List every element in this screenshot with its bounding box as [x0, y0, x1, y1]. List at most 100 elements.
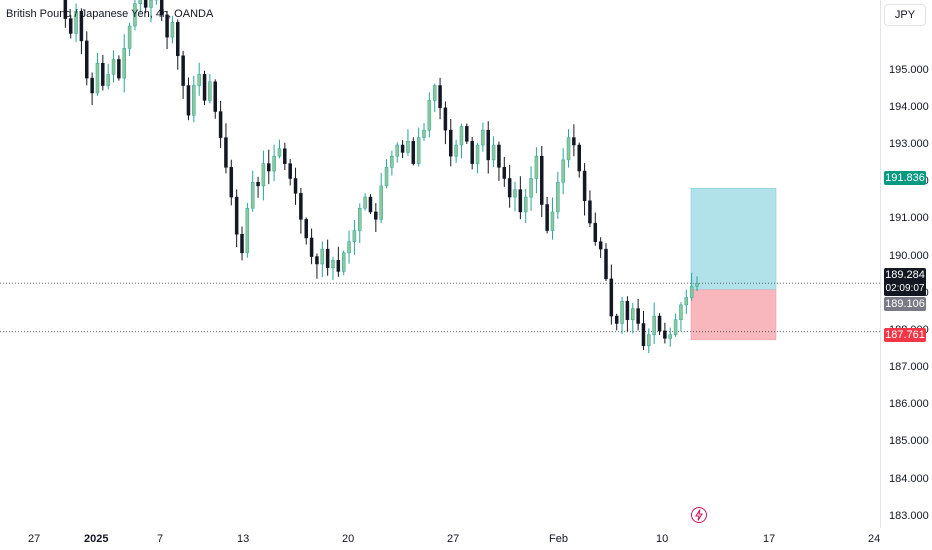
alert-lightning-icon[interactable] [690, 506, 708, 524]
candle-body-50 [325, 248, 330, 268]
candle-body-25 [192, 85, 196, 116]
candle-body-35 [245, 207, 250, 254]
candle-body-88 [529, 178, 533, 198]
candle-body-49 [320, 248, 325, 265]
candle-body-21 [170, 22, 175, 38]
candle-body-2 [68, 18, 73, 34]
candle-body-117 [684, 297, 689, 306]
candle-body-31 [224, 137, 228, 168]
candle-body-33 [234, 196, 239, 235]
candle-body-62 [390, 155, 394, 168]
candle-body-48 [315, 256, 319, 265]
candle-body-118 [689, 286, 694, 298]
candle-body-86 [518, 189, 523, 213]
candle-body-71 [438, 85, 442, 109]
symbol-legend[interactable]: British Pound / Japanese Yen, 4h, OANDA [6, 8, 214, 20]
time-tick-label: 27 [28, 533, 41, 545]
price-tick-label: 194.000 [889, 100, 929, 113]
candle-body-6 [90, 77, 94, 94]
candle-body-93 [556, 181, 560, 213]
target-price-tag: 191.836 [884, 171, 926, 185]
candle-body-100 [593, 222, 598, 242]
candle-body-87 [523, 196, 528, 213]
candle-body-3 [74, 10, 78, 34]
candle-body-67 [416, 137, 421, 164]
price-tick-label: 184.000 [889, 472, 929, 485]
chart-canvas[interactable] [0, 0, 880, 528]
candle-body-92 [550, 211, 555, 231]
candle-body-96 [572, 137, 576, 146]
candle-body-17 [149, 0, 153, 8]
candle-body-52 [336, 260, 341, 272]
candle-body-76 [465, 126, 469, 142]
last-price-tag: 189.284 02:09:07 [884, 268, 926, 296]
candle-body-28 [208, 81, 212, 101]
candle-body-41 [277, 148, 282, 157]
candle-body-12 [122, 48, 126, 79]
candle-body-99 [588, 200, 592, 224]
price-tick-label: 195.000 [889, 63, 929, 76]
candle-body-39 [267, 163, 271, 172]
time-tick-label: 10 [656, 533, 669, 545]
price-tick-label: 190.000 [889, 249, 929, 262]
candle-body-105 [620, 300, 624, 324]
candle-body-11 [117, 59, 121, 79]
target-zone [690, 188, 777, 291]
candle-body-116 [679, 304, 683, 321]
price-axis[interactable] [880, 0, 932, 528]
currency-button[interactable]: JPY [884, 4, 926, 26]
candle-body-43 [288, 163, 292, 179]
time-tick-label: 27 [447, 533, 460, 545]
time-tick-label: 2025 [84, 533, 109, 545]
candle-body-57 [363, 196, 367, 209]
candle-body-72 [443, 107, 448, 131]
candle-body-56 [358, 207, 362, 231]
candle-body-80 [486, 129, 490, 161]
candle-body-103 [609, 278, 614, 317]
price-tick-label: 186.000 [889, 398, 929, 411]
candle-body-36 [250, 181, 255, 209]
candle-body-14 [133, 3, 137, 27]
candle-body-46 [304, 219, 308, 239]
candle-body-20 [165, 14, 169, 38]
candle-body-98 [582, 170, 587, 202]
candle-body-37 [256, 181, 260, 187]
time-tick-label: 24 [868, 533, 881, 545]
candle-body-1 [63, 0, 68, 19]
candle-body-29 [213, 81, 217, 112]
candle-body-70 [432, 85, 437, 101]
time-tick-label: 20 [342, 533, 355, 545]
time-tick-label: 13 [237, 533, 250, 545]
candle-body-79 [481, 129, 485, 146]
candle-body-61 [384, 167, 389, 187]
candle-body-94 [561, 159, 565, 183]
candlestick-chart[interactable] [0, 0, 880, 528]
candle-body-65 [406, 141, 410, 153]
candle-body-7 [95, 62, 100, 94]
time-axis[interactable] [0, 528, 880, 550]
candle-body-4 [79, 10, 84, 42]
candle-body-107 [631, 308, 635, 321]
candle-body-63 [395, 144, 399, 157]
candle-body-53 [341, 252, 346, 272]
candle-body-104 [614, 315, 619, 324]
candle-body-42 [283, 148, 287, 164]
candle-body-64 [400, 144, 405, 153]
candle-body-10 [111, 59, 116, 75]
candle-body-91 [545, 204, 549, 231]
countdown-timer: 02:09:07 [885, 283, 925, 294]
candle-body-115 [673, 319, 678, 335]
candle-body-16 [143, 0, 148, 8]
entry-price-tag: 189.106 [884, 297, 926, 311]
candle-body-32 [229, 167, 234, 198]
candle-body-26 [197, 74, 201, 86]
candle-body-22 [176, 22, 180, 57]
candle-body-51 [331, 260, 335, 268]
candle-body-111 [652, 315, 656, 335]
stop-zone [690, 289, 777, 341]
candle-body-60 [379, 185, 383, 220]
candle-body-66 [411, 141, 416, 164]
candle-body-119 [695, 283, 699, 287]
candle-body-69 [427, 100, 432, 131]
candle-body-19 [159, 0, 164, 16]
